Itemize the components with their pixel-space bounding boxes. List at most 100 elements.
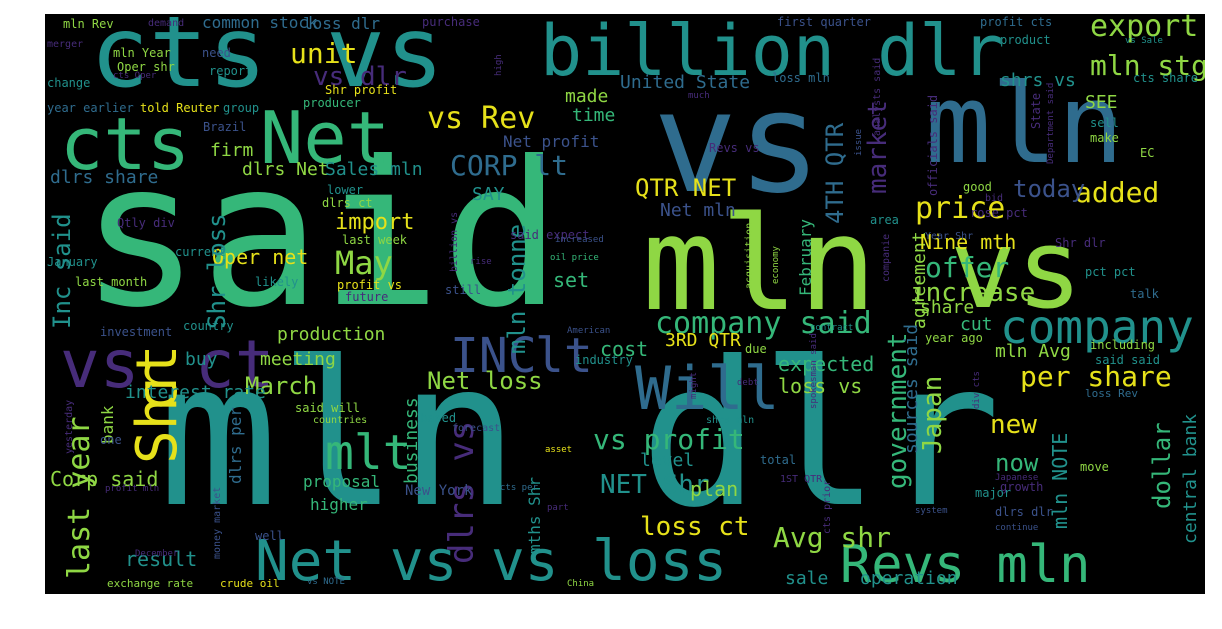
word-increase: increase [910, 278, 1036, 308]
word-qtly-div: Qtly div [117, 216, 175, 230]
word-dollar: dollar [1148, 422, 1176, 509]
word-due: due [745, 342, 767, 356]
word-much: much [688, 91, 710, 101]
word-country: country [183, 319, 234, 333]
word-inc: INC [450, 328, 537, 384]
word-part: part [547, 503, 569, 513]
word-shr-dlr: Shr dlr [1055, 236, 1106, 250]
word-cloud: mln dlr said mln vs vs mln cts vs billio… [45, 14, 1205, 594]
word-interest-rate: interest rate [125, 382, 266, 403]
word-purchase: purchase [422, 15, 480, 29]
word-total: total [760, 453, 797, 467]
word-money-market: money market [212, 486, 223, 559]
word-oil-price: oil price [550, 253, 599, 263]
word-merger: merger [47, 39, 84, 50]
word-cts-prior: cts prior [822, 479, 833, 534]
word-shr-loss: Shr loss [203, 213, 231, 329]
word-february: February [796, 218, 815, 296]
word-mln-tonne: mln tonne [503, 223, 531, 354]
word-shr-profit: Shr profit [325, 83, 398, 97]
word-cts-share: cts share [1133, 71, 1199, 85]
word-qtr-net: QTR NET [635, 174, 737, 202]
word-export: export [1090, 14, 1199, 44]
word-cts-per: cts per [500, 483, 538, 493]
word-vs-note: vs NOTE [307, 577, 345, 587]
word-good: good [963, 180, 992, 194]
word-profit-mln: profit mln [105, 484, 160, 494]
word-analysts-said: analysts said [872, 57, 883, 136]
word-oper-shr: Oper shr [117, 60, 175, 74]
word-asset: asset [545, 445, 573, 455]
word-may: May [335, 244, 393, 282]
word-revs-vs: Revs vs [709, 141, 760, 155]
word-year-ago: year ago [925, 331, 983, 345]
word-might: might [689, 371, 699, 399]
word-contract: contract [810, 323, 854, 333]
word-crude-oil: crude oil [220, 577, 280, 590]
word-demand: demand [148, 18, 185, 29]
word-ec: EC [1140, 146, 1155, 160]
word-lt: lt [535, 328, 593, 384]
word-last-month: last month [75, 275, 148, 289]
word-revs-mln: Revs mln [840, 535, 1091, 594]
word-investment: investment [100, 325, 173, 339]
word-mln-dlr: mln dlr [158, 319, 1001, 552]
word-shrs-mln: shrs mln [706, 415, 755, 426]
word-business: business [401, 397, 422, 484]
word-report: report [209, 64, 253, 78]
word-lower: lower [327, 183, 364, 197]
word-issue: issue [854, 128, 864, 156]
word-share: share [920, 297, 975, 318]
word-oper-net: Oper net [212, 245, 309, 269]
word-sell: sell [1090, 116, 1119, 130]
word-dlrs-net: dlrs Net [242, 159, 329, 180]
word-first-quarter: first quarter [777, 15, 871, 29]
word-china: China [567, 579, 595, 589]
word-buy: buy [185, 349, 218, 370]
word-january: January [47, 255, 98, 269]
word-vs-dlr: vs dlr [313, 62, 407, 92]
word-net-profit: Net profit [503, 132, 600, 151]
word-well: well [255, 529, 284, 543]
word-brazil: Brazil [203, 120, 247, 134]
word-system: system [915, 506, 948, 516]
word-vs-profit: vs profit [593, 423, 745, 456]
word-net-vs-vs-loss: Net vs vs loss [255, 529, 728, 594]
word-level: level [640, 450, 695, 471]
word-4th-qtr: 4TH QTR [821, 122, 849, 224]
word-told-reuter: told Reuter [140, 101, 220, 115]
word-year-shr: Year Shr [925, 231, 974, 242]
word-vs: vs [950, 205, 1083, 333]
word-offer: offer [925, 251, 1010, 284]
word-producer: producer [303, 96, 361, 110]
word-said-said: said said [1095, 353, 1161, 367]
word-added: added [1075, 176, 1160, 209]
word-vs-sale: vs Sale [1125, 36, 1163, 46]
word-set: set [553, 268, 590, 292]
word-result: result [125, 547, 198, 571]
word-product: product [1000, 33, 1051, 47]
word-div-cts: div cts [972, 371, 982, 409]
word-move: move [1080, 460, 1109, 474]
word-forecast: forecast [452, 423, 501, 434]
word-likely: likely [255, 275, 299, 289]
word-state: State [1029, 92, 1043, 129]
word-group: group [223, 101, 260, 115]
word-import: import [335, 210, 415, 235]
word-spokesman-said: spokesman said [809, 333, 819, 409]
word-corp-lt: CORP lt [450, 149, 569, 182]
word-loss-vs: loss vs [778, 374, 863, 398]
word-3rd-qtr: 3RD QTR [665, 330, 741, 351]
word-vs-rev: vs Rev [427, 101, 536, 136]
word-loss-dlr: loss dlr [303, 14, 381, 33]
word-mln-stg: mln stg [1090, 49, 1205, 82]
word-dlrs-share: dlrs share [50, 167, 159, 188]
word-operation: operation [860, 568, 958, 589]
word-acquisition: acquisition [744, 222, 755, 289]
word-pct-pct: pct pct [1085, 265, 1136, 279]
word-company: company [1000, 300, 1194, 354]
word-price: price [915, 191, 1006, 226]
word-countries: countries [313, 415, 368, 426]
word-1st-qtr: 1ST QTR [780, 474, 823, 485]
word-net-shr: NET Shr [600, 470, 710, 500]
